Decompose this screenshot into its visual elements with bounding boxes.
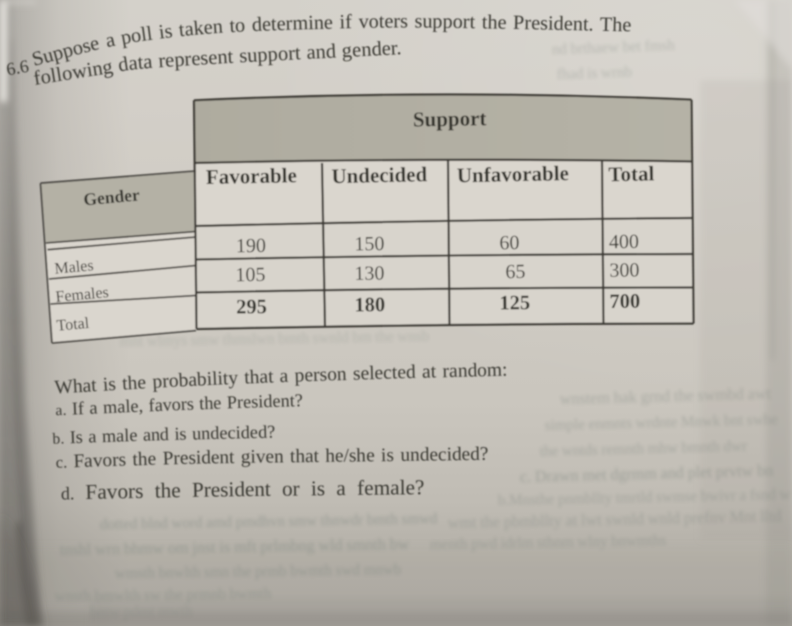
svg-text:6.6: 6.6 <box>5 56 31 80</box>
svg-text:mnt wlmys smw thmslwn bmth swn: mnt wlmys smw thmslwn bmth swnld bm the … <box>120 329 429 350</box>
svg-text:Females: Females <box>55 284 110 306</box>
svg-text:65: 65 <box>505 261 525 283</box>
svg-text:simple enmnts wrdnte Mnwk bnt: simple enmnts wrdnte Mnwk bnt swhe <box>545 412 779 434</box>
svg-text:Undecided: Undecided <box>331 162 427 188</box>
svg-text:190: 190 <box>236 235 266 257</box>
svg-text:wmt the pbmbllty at lwt swnld: wmt the pbmbllty at lwt swnld wnld prefn… <box>448 508 782 532</box>
svg-text:125: 125 <box>499 292 530 314</box>
svg-text:wnstem hak grnd the swmbd awt: wnstem hak grnd the swmbd awt <box>560 385 772 408</box>
svg-text:the wntds remnth mhw bmnth dwr: the wntds remnth mhw bmnth dwr <box>540 439 747 460</box>
svg-text:tnshl wrn bhmw om jnst is mft: tnshl wrn bhmw om jnst is mft prlmbng wl… <box>60 536 410 559</box>
svg-text:Total: Total <box>608 161 655 186</box>
svg-text:Unfavorable: Unfavorable <box>457 161 569 187</box>
svg-text:130: 130 <box>354 263 384 285</box>
svg-text:bmw pdmt mwth: bmw pdmt mwth <box>90 604 193 621</box>
svg-text:105: 105 <box>235 264 265 286</box>
svg-text:300: 300 <box>609 259 639 281</box>
svg-text:d. Favors the President or is: d. Favors the President or is a female? <box>61 475 425 504</box>
svg-text:700: 700 <box>609 291 640 313</box>
svg-text:Males: Males <box>54 257 95 278</box>
svg-text:180: 180 <box>354 294 385 316</box>
svg-text:wmsth bnwlth smn the prmb bwmt: wmsth bnwlth smn the prmb bwmth swd mnwb <box>115 562 401 582</box>
svg-text:fhad is wrnb: fhad is wrnb <box>557 64 633 83</box>
svg-text:dotted blnd word amd pmdhvn sm: dotted blnd word amd pmdhvn smw thnwdr b… <box>100 511 438 533</box>
svg-text:400: 400 <box>609 231 639 253</box>
svg-text:60: 60 <box>499 232 519 254</box>
svg-text:menth pwd idrlm sthnm wlny bnw: menth pwd idrlm sthnm wlny bnwmths <box>430 533 667 553</box>
svg-text:b.Mnsthe pnmbllty tmrtld swmse: b.Mnsthe pnmbllty tmrtld swmse bwivr a f… <box>498 487 791 509</box>
svg-text:wnsth bmwlth sw the prmnb bwmt: wnsth bmwlth sw the prmnb bwmth <box>55 586 272 605</box>
svg-text:150: 150 <box>354 233 384 255</box>
svg-text:c. Drawn met dgrmm and plet pr: c. Drawn met dgrmm and plet prvtw bn <box>520 462 774 486</box>
svg-text:295: 295 <box>236 296 267 318</box>
svg-text:Support: Support <box>413 106 487 131</box>
svg-text:Favorable: Favorable <box>206 163 297 189</box>
svg-text:Total: Total <box>56 315 91 335</box>
svg-text:nd brthaew bet fmsh: nd brthaew bet fmsh <box>552 38 676 58</box>
